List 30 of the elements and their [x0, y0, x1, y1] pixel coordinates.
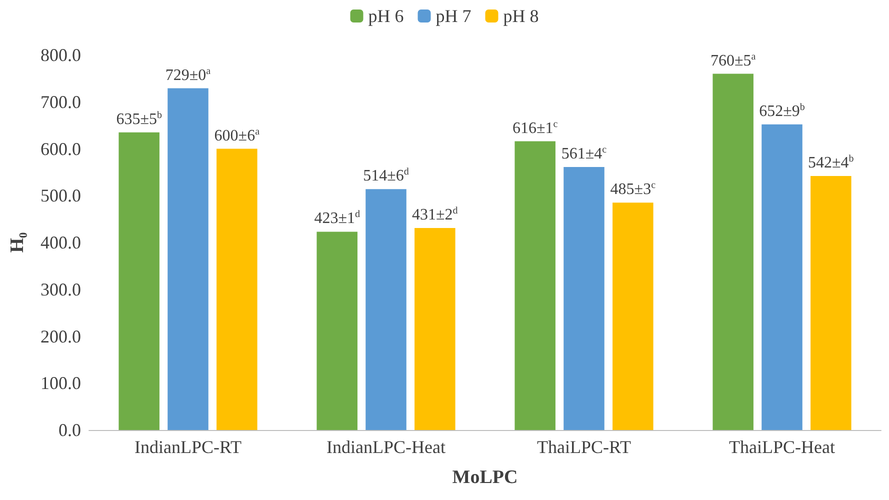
- bar: [810, 176, 852, 430]
- y-tick-label: 200.0: [40, 326, 81, 346]
- bar: [168, 88, 208, 430]
- x-tick-label: ThaiLPC-Heat: [729, 437, 835, 457]
- bar: [118, 132, 160, 430]
- legend-label: pH 7: [436, 6, 472, 26]
- bar: [366, 189, 406, 430]
- y-tick-label: 500.0: [40, 186, 81, 206]
- bar: [612, 202, 654, 430]
- x-tick-label: ThaiLPC-RT: [537, 437, 631, 457]
- bar: [712, 74, 754, 430]
- y-tick-label: 400.0: [40, 232, 81, 252]
- y-tick-label: 800.0: [40, 45, 81, 65]
- y-tick-label: 100.0: [40, 373, 81, 394]
- bar: [316, 232, 358, 430]
- bar: [414, 228, 456, 430]
- x-tick-label: IndianLPC-RT: [134, 437, 242, 457]
- y-tick-label: 600.0: [40, 138, 81, 159]
- x-axis-title: MoLPC: [452, 467, 518, 488]
- y-tick-label: 700.0: [40, 92, 81, 112]
- bar: [514, 141, 556, 430]
- bar: [564, 167, 604, 430]
- y-tick-label: 300.0: [40, 279, 81, 300]
- y-tick-label: 0.0: [58, 420, 81, 440]
- y-axis-title: H₀: [7, 232, 28, 253]
- legend-label: pH 6: [368, 6, 404, 26]
- bar: [762, 124, 802, 430]
- x-tick-label: IndianLPC-Heat: [326, 437, 446, 457]
- legend-label: pH 8: [503, 6, 539, 26]
- bar: [216, 148, 258, 430]
